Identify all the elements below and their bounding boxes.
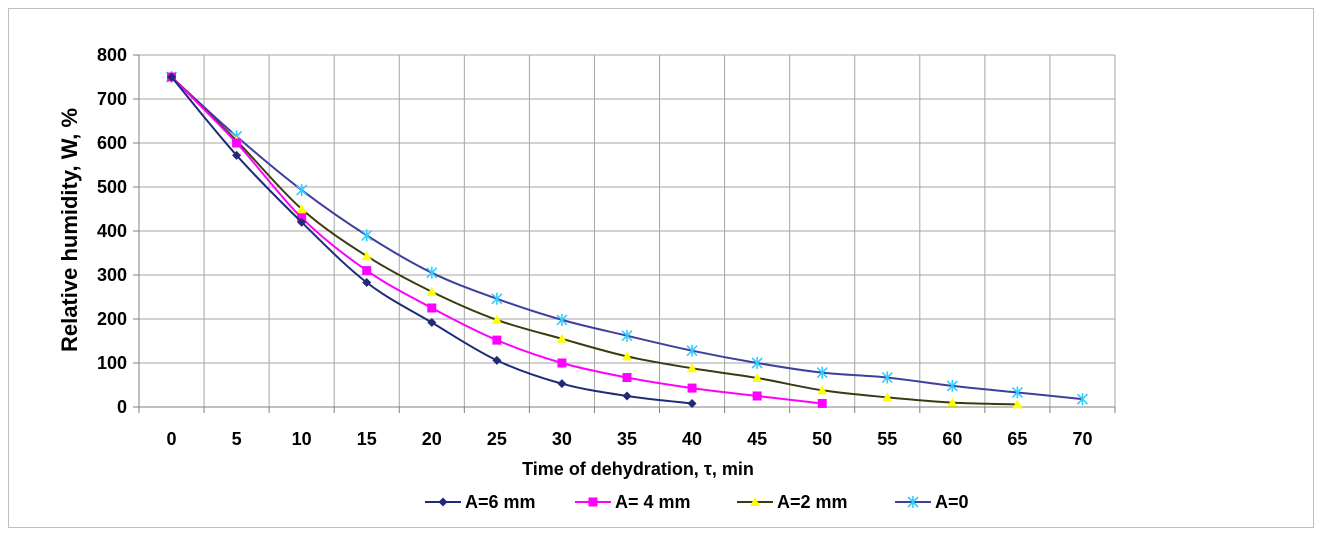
legend-label: A= 4 mm: [615, 492, 691, 512]
data-point: [426, 286, 437, 296]
x-tick-label: 60: [942, 429, 962, 449]
y-tick-labels: 0 100 200 300 400 500 600 700 800: [97, 45, 127, 417]
y-axis-title: Relative humidity, W, %: [57, 108, 82, 352]
data-point: [232, 138, 242, 148]
legend-label: A=6 mm: [465, 492, 536, 512]
y-tick-label: 500: [97, 177, 127, 197]
data-point: [687, 383, 697, 393]
x-tick-label: 15: [357, 429, 377, 449]
x-tick-label: 0: [167, 429, 177, 449]
legend-item: A= 4 mm: [575, 492, 691, 512]
data-point: [751, 357, 763, 369]
data-point: [817, 385, 828, 395]
data-point: [557, 379, 567, 389]
data-point: [426, 266, 438, 279]
x-tick-label: 50: [812, 429, 832, 449]
legend-item: A=6 mm: [425, 492, 536, 512]
data-point: [947, 397, 958, 407]
data-point: [362, 266, 372, 276]
grid: [133, 54, 1116, 413]
y-tick-label: 100: [97, 353, 127, 373]
x-tick-label: 35: [617, 429, 637, 449]
legend-label: A=2 mm: [777, 492, 848, 512]
x-tick-label: 65: [1007, 429, 1027, 449]
x-tick-label: 5: [232, 429, 242, 449]
data-point: [750, 497, 760, 506]
data-point: [491, 314, 502, 324]
chart-frame: [8, 8, 1314, 528]
data-point: [752, 372, 763, 382]
data-point: [816, 366, 828, 379]
series-0: [167, 72, 697, 408]
data-point: [882, 392, 893, 402]
legend: A=6 mm A= 4 mm A=2 mm A=0: [425, 492, 969, 512]
data-point: [686, 344, 698, 357]
data-point: [622, 351, 632, 361]
data-point: [361, 229, 373, 242]
x-tick-label: 55: [877, 429, 897, 449]
data-point: [362, 277, 372, 287]
data-point: [492, 335, 502, 345]
legend-label: A=0: [935, 492, 969, 512]
x-tick-label: 10: [292, 429, 312, 449]
legend-item: A=2 mm: [737, 492, 848, 512]
data-point: [817, 398, 827, 408]
data-point: [296, 184, 308, 197]
x-tick-label: 25: [487, 429, 507, 449]
data-point: [907, 496, 919, 508]
data-point: [296, 204, 307, 213]
data-point: [232, 150, 242, 160]
y-tick-label: 700: [97, 89, 127, 109]
series-line: [170, 76, 693, 405]
x-tick-label: 30: [552, 429, 572, 449]
y-tick-label: 400: [97, 221, 127, 241]
data-point: [622, 373, 632, 383]
series-layer: [165, 71, 1089, 409]
data-point: [588, 497, 598, 507]
data-point: [167, 72, 177, 82]
data-point: [491, 292, 503, 305]
x-tick-label: 40: [682, 429, 702, 449]
x-axis-title: Time of dehydration, τ, min: [522, 459, 754, 479]
data-point: [687, 398, 697, 408]
x-tick-label: 20: [422, 429, 442, 449]
data-point: [361, 251, 372, 261]
x-tick-labels: 0 5 10 15 20 25 30 35 40 45 50 55 60 65 70: [167, 429, 1093, 449]
data-point: [881, 371, 893, 384]
x-tick-label: 70: [1072, 429, 1092, 449]
data-point: [438, 497, 448, 507]
data-point: [621, 329, 633, 342]
y-tick-label: 300: [97, 265, 127, 285]
y-tick-label: 800: [97, 45, 127, 65]
data-point: [427, 318, 437, 328]
data-point: [622, 391, 632, 401]
x-tick-label: 45: [747, 429, 767, 449]
y-tick-label: 200: [97, 309, 127, 329]
series-line: [170, 76, 1083, 401]
data-point: [556, 313, 568, 326]
data-point: [1012, 399, 1023, 409]
data-point: [427, 303, 437, 313]
data-point: [946, 379, 958, 392]
data-point: [297, 217, 307, 227]
y-tick-label: 0: [117, 397, 127, 417]
data-point: [1011, 386, 1023, 399]
data-point: [752, 391, 762, 401]
legend-item: A=0: [895, 492, 969, 512]
data-point: [557, 358, 567, 368]
data-point: [556, 333, 567, 343]
data-point: [1076, 393, 1089, 406]
y-tick-label: 600: [97, 133, 127, 153]
data-point: [492, 355, 502, 365]
data-point: [687, 363, 698, 373]
